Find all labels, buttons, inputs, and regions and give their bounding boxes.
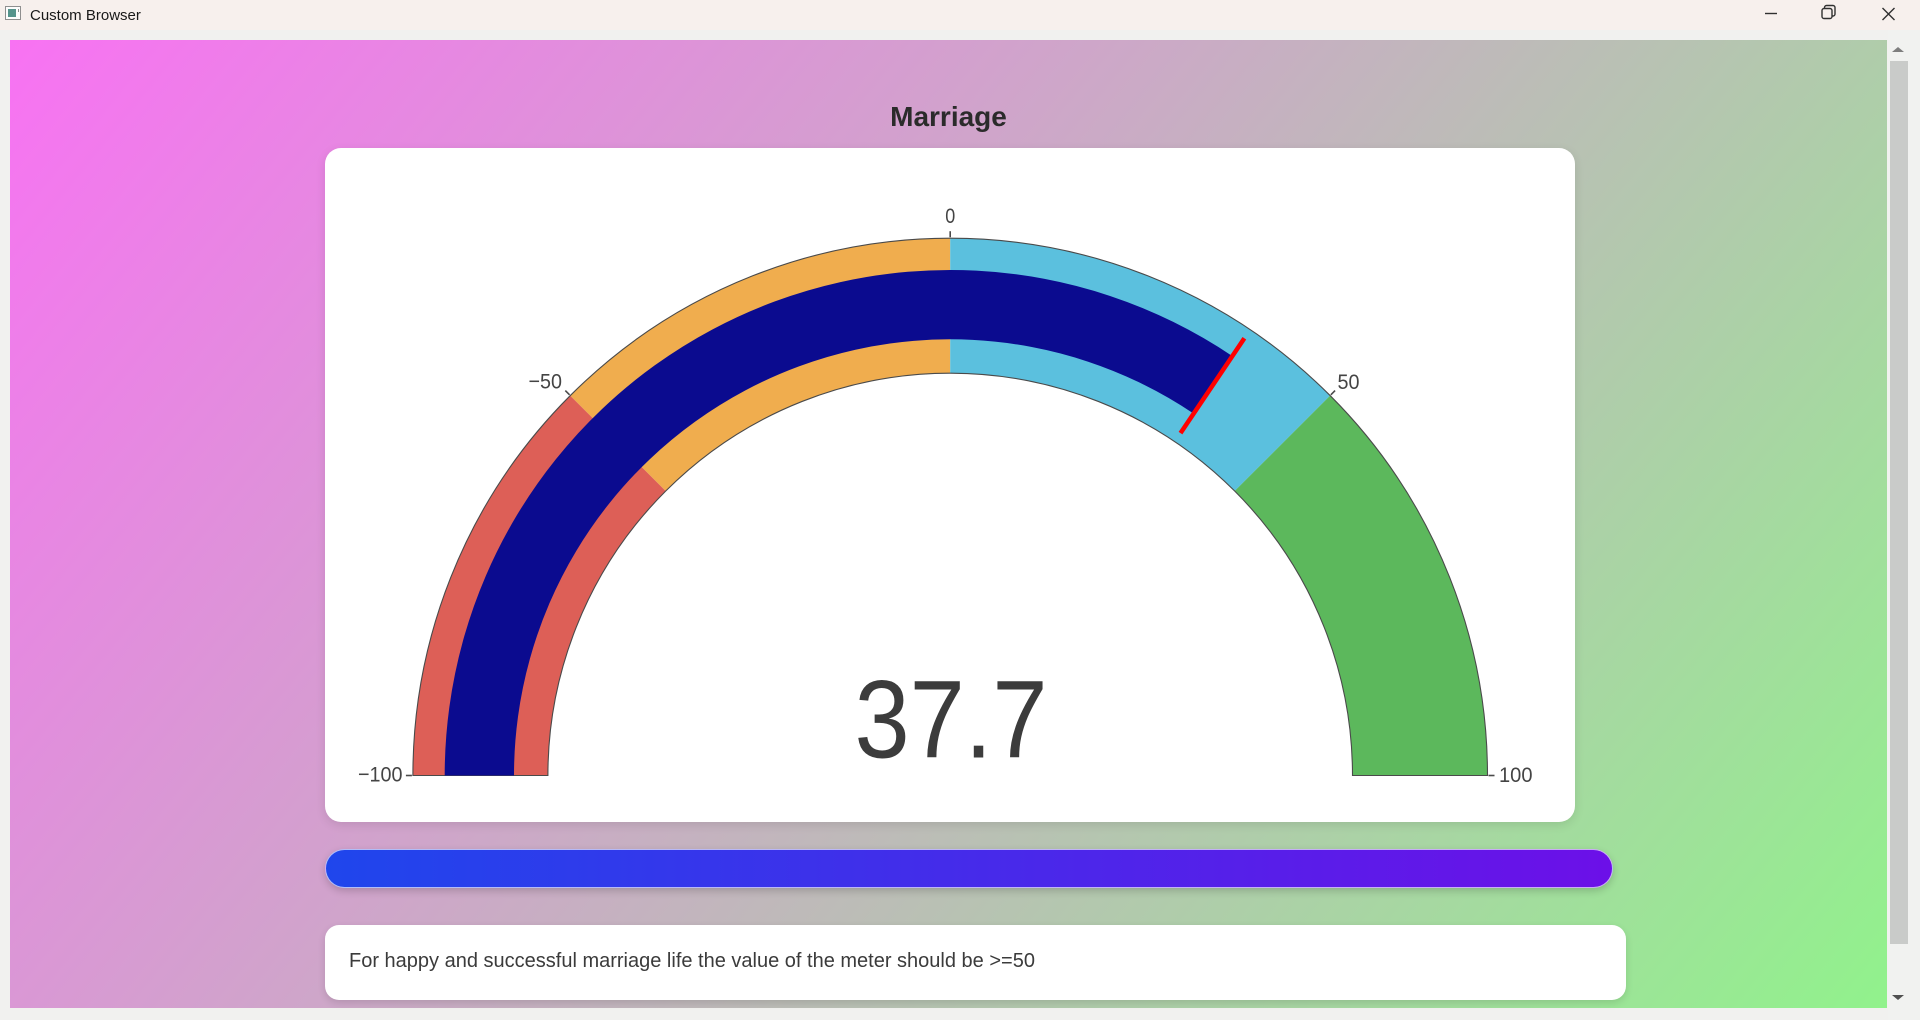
svg-text:−50: −50 <box>529 370 563 394</box>
svg-text:37.7: 37.7 <box>855 659 1048 782</box>
svg-text:50: 50 <box>1338 370 1360 394</box>
svg-text:0: 0 <box>945 204 955 228</box>
svg-text:−100: −100 <box>358 763 403 787</box>
svg-text:100: 100 <box>1499 763 1533 787</box>
